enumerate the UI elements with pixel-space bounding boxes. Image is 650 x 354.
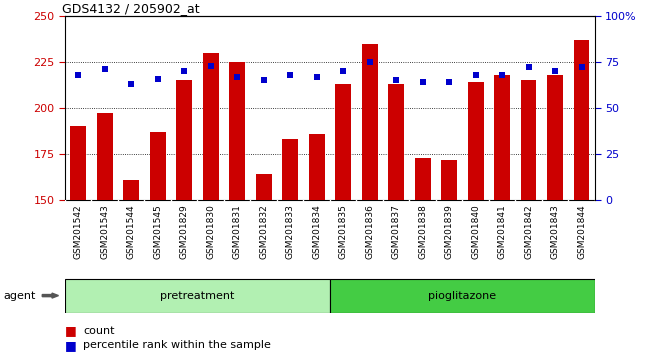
Point xyxy=(153,76,163,81)
Bar xyxy=(65,279,330,313)
Text: GSM201834: GSM201834 xyxy=(312,204,321,259)
Text: count: count xyxy=(83,326,114,336)
Bar xyxy=(441,160,457,200)
Bar xyxy=(335,84,351,200)
Text: ■: ■ xyxy=(65,325,77,337)
Bar xyxy=(282,139,298,200)
Point xyxy=(99,67,110,72)
Point xyxy=(471,72,481,78)
Bar xyxy=(176,80,192,200)
Point xyxy=(523,65,534,70)
Point xyxy=(444,79,454,85)
Text: pioglitazone: pioglitazone xyxy=(428,291,497,301)
Point xyxy=(259,78,269,83)
Text: GSM201545: GSM201545 xyxy=(153,204,162,259)
Point xyxy=(285,72,295,78)
Bar xyxy=(494,75,510,200)
Text: GSM201832: GSM201832 xyxy=(259,204,268,259)
Bar xyxy=(388,84,404,200)
Point xyxy=(391,78,401,83)
Bar xyxy=(309,134,324,200)
Bar xyxy=(361,44,378,200)
Text: GSM201840: GSM201840 xyxy=(471,204,480,259)
Point xyxy=(577,65,587,70)
Text: pretreatment: pretreatment xyxy=(161,291,235,301)
Bar xyxy=(255,174,272,200)
Point xyxy=(417,79,428,85)
Text: GSM201841: GSM201841 xyxy=(497,204,506,259)
Bar xyxy=(330,279,595,313)
Text: percentile rank within the sample: percentile rank within the sample xyxy=(83,340,271,350)
Text: GSM201542: GSM201542 xyxy=(73,204,83,258)
Point xyxy=(232,74,242,80)
Point xyxy=(311,74,322,80)
Text: GSM201831: GSM201831 xyxy=(233,204,242,259)
Bar xyxy=(150,132,166,200)
Bar xyxy=(573,40,590,200)
Text: GSM201833: GSM201833 xyxy=(285,204,294,259)
Bar xyxy=(415,158,430,200)
Text: GSM201842: GSM201842 xyxy=(524,204,533,258)
Point xyxy=(205,63,216,68)
Point xyxy=(126,81,136,87)
Point xyxy=(73,72,83,78)
Point xyxy=(497,72,507,78)
Point xyxy=(550,68,560,74)
Bar xyxy=(467,82,484,200)
Text: GSM201843: GSM201843 xyxy=(551,204,560,259)
Bar xyxy=(124,180,139,200)
Text: GSM201838: GSM201838 xyxy=(418,204,427,259)
Text: GSM201835: GSM201835 xyxy=(339,204,348,259)
Bar xyxy=(547,75,563,200)
Bar xyxy=(70,126,86,200)
Text: GSM201844: GSM201844 xyxy=(577,204,586,258)
Point xyxy=(179,68,189,74)
Bar xyxy=(97,114,112,200)
Text: GSM201836: GSM201836 xyxy=(365,204,374,259)
Point xyxy=(338,68,348,74)
Bar xyxy=(203,53,218,200)
Bar xyxy=(521,80,536,200)
Bar xyxy=(229,62,245,200)
Text: GSM201839: GSM201839 xyxy=(445,204,454,259)
Text: GSM201544: GSM201544 xyxy=(127,204,136,258)
Text: GSM201830: GSM201830 xyxy=(206,204,215,259)
Text: GSM201837: GSM201837 xyxy=(391,204,400,259)
Text: GSM201829: GSM201829 xyxy=(179,204,188,259)
Text: GDS4132 / 205902_at: GDS4132 / 205902_at xyxy=(62,2,200,15)
Text: ■: ■ xyxy=(65,339,77,352)
Text: agent: agent xyxy=(3,291,36,301)
Point xyxy=(365,59,375,65)
Text: GSM201543: GSM201543 xyxy=(100,204,109,259)
